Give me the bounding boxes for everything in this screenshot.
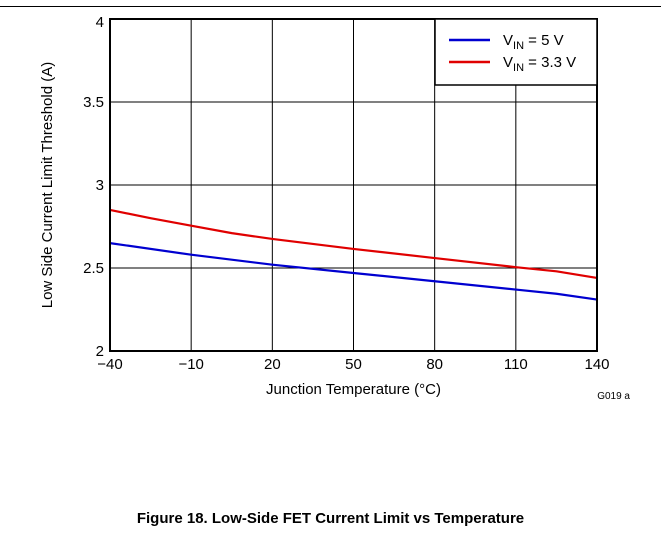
y-tick-label: 3 xyxy=(96,177,104,194)
x-tick-label: 110 xyxy=(504,356,528,373)
plot-frame xyxy=(109,18,598,352)
x-tick-label: 50 xyxy=(345,356,362,373)
x-tick-label: 80 xyxy=(426,356,443,373)
figure-code-label: G019 a xyxy=(597,391,630,402)
top-rule xyxy=(0,6,661,7)
x-tick-label: −40 xyxy=(97,356,122,373)
y-tick-label: 2 xyxy=(96,343,104,360)
y-tick-label: 4 xyxy=(96,14,104,31)
y-axis-title: Low Side Current Limit Threshold (A) xyxy=(39,62,56,309)
series-line-2 xyxy=(109,208,598,280)
series-line-1 xyxy=(109,242,598,301)
x-tick-label: 20 xyxy=(264,356,281,373)
legend-label: VIN = 5 V xyxy=(503,32,564,52)
legend-box xyxy=(434,18,598,86)
y-tick-labels: 2 2.5 3 3.5 4 xyxy=(83,14,104,360)
x-axis-title: Junction Temperature (°C) xyxy=(266,381,441,398)
figure-caption: Figure 18. Low-Side FET Current Limit vs… xyxy=(136,510,525,527)
x-tick-label: 140 xyxy=(584,356,609,373)
y-tick-label: 2.5 xyxy=(83,260,104,277)
x-tick-labels: −40 −10 20 50 80 110 140 xyxy=(97,356,609,373)
line-chart: −40 −10 20 50 80 110 140 2 2.5 3 3.5 4 Junction Te… xyxy=(39,14,630,402)
legend-label: VIN = 3.3 V xyxy=(503,54,576,74)
y-tick-label: 3.5 xyxy=(83,94,104,111)
x-tick-label: −10 xyxy=(178,356,203,373)
